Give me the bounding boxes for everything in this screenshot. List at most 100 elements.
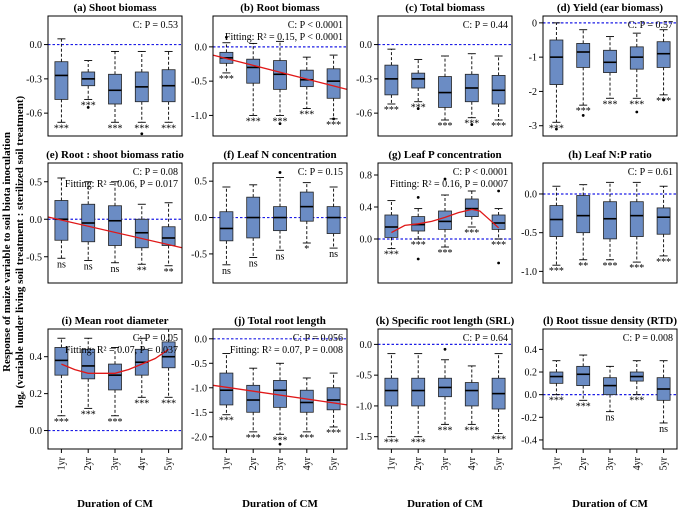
significance-label: *** [411,240,426,251]
significance-label: *** [491,240,506,251]
fitting-label: Fitting: R² = 0.06, P = 0.017 [65,179,178,190]
stat-label: C: P = 0.15 [298,167,343,178]
box-iqr [54,347,69,376]
outlier-point [497,189,500,193]
box-1yr: *** [549,22,564,134]
y-tick-label: -1 [529,53,537,64]
outlier-point [278,442,282,446]
y-tick-label: -1.0 [356,401,372,412]
box-3yr: *** [438,55,453,132]
y-tick-label: 0.4 [30,352,43,363]
significance-label: *** [576,106,591,117]
box-1yr: ns [219,186,234,277]
box-4yr: *** [629,181,644,274]
significance-label: ns [222,266,231,277]
panel-frame [47,162,183,284]
box-1yr: ns [54,177,69,270]
y-tick-label: 0.4 [360,203,373,214]
box-iqr [411,72,426,89]
y-tick-label: 0.0 [360,40,373,51]
box-3yr: *** [603,181,618,272]
y-tick-label: 0 [532,18,537,29]
x-tick-label: 3yr [275,456,286,470]
significance-label: *** [549,396,564,407]
panel-frame [212,15,348,137]
box-iqr [629,46,644,70]
box-3yr: *** [108,347,123,428]
x-tick-label: 2yr [578,456,589,470]
panel-frame [47,15,183,137]
stat-label: C: P = 0.64 [463,333,508,344]
box-iqr [629,201,644,237]
outlier-point [443,347,447,351]
x-tick-label: 2yr [83,456,94,470]
y-tick-label: 0.0 [525,189,538,200]
significance-label: *** [603,261,618,272]
x-axis-label: Duration of CM [242,498,318,510]
box-4yr: *** [299,377,314,444]
panel-title: (j) Total root length [234,315,326,327]
box-iqr [576,43,591,68]
outlier-point [555,127,558,131]
box-iqr [549,39,564,85]
y-tick-label: -0.5 [191,249,207,260]
outlier-point [225,35,228,39]
significance-label: *** [108,417,123,428]
box-4yr: ** [134,203,149,276]
significance-label: *** [219,416,234,427]
box-iqr [161,341,176,369]
stat-label: C: P = 0.008 [623,333,673,344]
box-2yr: ns [81,181,96,273]
panel-title: (l) Root tissue density (RTD) [543,315,677,327]
panel-title: (b) Root biomass [240,2,320,14]
significance-label: *** [464,119,479,130]
significance-label: *** [438,425,453,436]
box-iqr [411,377,426,407]
x-tick-label: 4yr [302,456,313,470]
x-tick-label: 5yr [164,456,175,470]
panel-frame [377,162,513,284]
stat-label: C: P = 0.57 [628,20,673,31]
significance-label: *** [411,438,426,449]
panel-7: (g) Leaf P concentration 0.0 0.4 0.8 *** *** *… [360,149,513,284]
box-5yr: *** [491,353,506,446]
box-2yr: *** [411,196,426,261]
y-tick-label: -3 [529,121,537,132]
fitting-label: Fitting: R² = 0.15, P < 0.0001 [225,32,343,43]
significance-label: *** [246,433,261,444]
significance-label: *** [273,116,288,127]
box-2yr: *** [576,354,591,412]
significance-label: *** [273,435,288,446]
outlier-point [470,123,474,126]
panel-5: (e) Root : shoot biomass ratio -0.5 0.0 0.5… [26,149,184,284]
outlier-point [416,196,420,199]
fit-curve [61,348,169,374]
box-iqr [54,61,69,100]
significance-label: *** [491,435,506,446]
significance-label: *** [108,123,123,134]
y-tick-label: -1.5 [191,408,207,419]
y-tick-label: 0.0 [195,334,208,345]
y-tick-label: -2 [529,87,537,98]
fitting-label: Fitting: R² = 0.16, P = 0.0007 [390,179,508,190]
significance-label: *** [629,263,644,274]
box-iqr [603,201,617,240]
y-tick-label: 0.5 [30,177,43,188]
y-tick-label: -0.5 [191,77,207,88]
y-tick-label: -0.3 [26,74,42,85]
y-axis-label-line2: logₑ (variable under living soil treatme… [14,96,26,409]
outlier-point [332,117,335,121]
stat-label: C: P = 0.08 [133,167,178,178]
y-tick-label: 0.0 [195,42,208,53]
box-2yr: ns [246,184,261,270]
box-4yr: *** [629,32,644,114]
panel-2: (b) Root biomass -1.0 -0.5 0.0 *** *** *** *** *… [191,2,348,137]
panel-title: (e) Root : shoot biomass ratio [46,149,184,161]
x-tick-label: 5yr [659,456,670,470]
y-tick-label: -0.5 [191,359,207,370]
box-iqr [219,211,234,242]
x-axis-label: Duration of CM [77,498,153,510]
panels: (a) Shoot biomass-0.6-0.30.0********* ***… [26,2,678,510]
box-4yr: *** [464,53,479,130]
